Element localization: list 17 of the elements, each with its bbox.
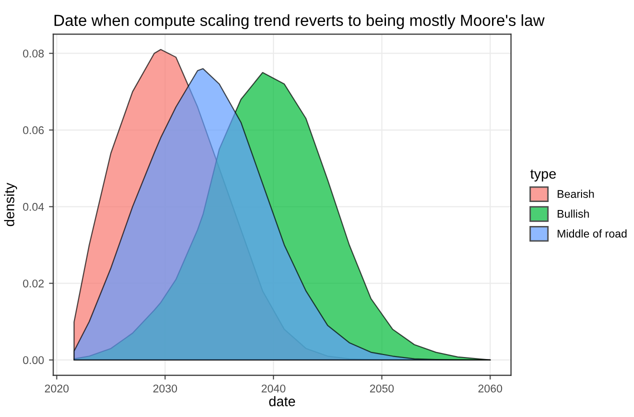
x-tick-label: 2050 xyxy=(370,384,394,392)
y-tick-label: 0.00 xyxy=(23,356,44,364)
legend-label: Bullish xyxy=(558,210,589,218)
y-axis-title: density xyxy=(4,182,18,226)
chart-title: Date when compute scaling trend reverts to being mostly Moore's law xyxy=(54,14,545,30)
x-tick-label: 2020 xyxy=(44,384,69,392)
legend-label: Bearish xyxy=(558,190,594,198)
x-axis-title: date xyxy=(269,396,296,406)
y-tick-label: 0.04 xyxy=(23,202,44,211)
x-tick-label: 2060 xyxy=(478,384,502,392)
y-tick-label: 0.08 xyxy=(23,50,44,58)
legend-title: type xyxy=(530,170,556,182)
x-tick-label: 2030 xyxy=(153,384,178,392)
y-tick-label: 0.02 xyxy=(23,280,44,288)
y-tick-label: 0.06 xyxy=(23,126,44,134)
x-tick-label: 2040 xyxy=(262,384,286,392)
legend-label: Middle of road xyxy=(558,229,627,238)
